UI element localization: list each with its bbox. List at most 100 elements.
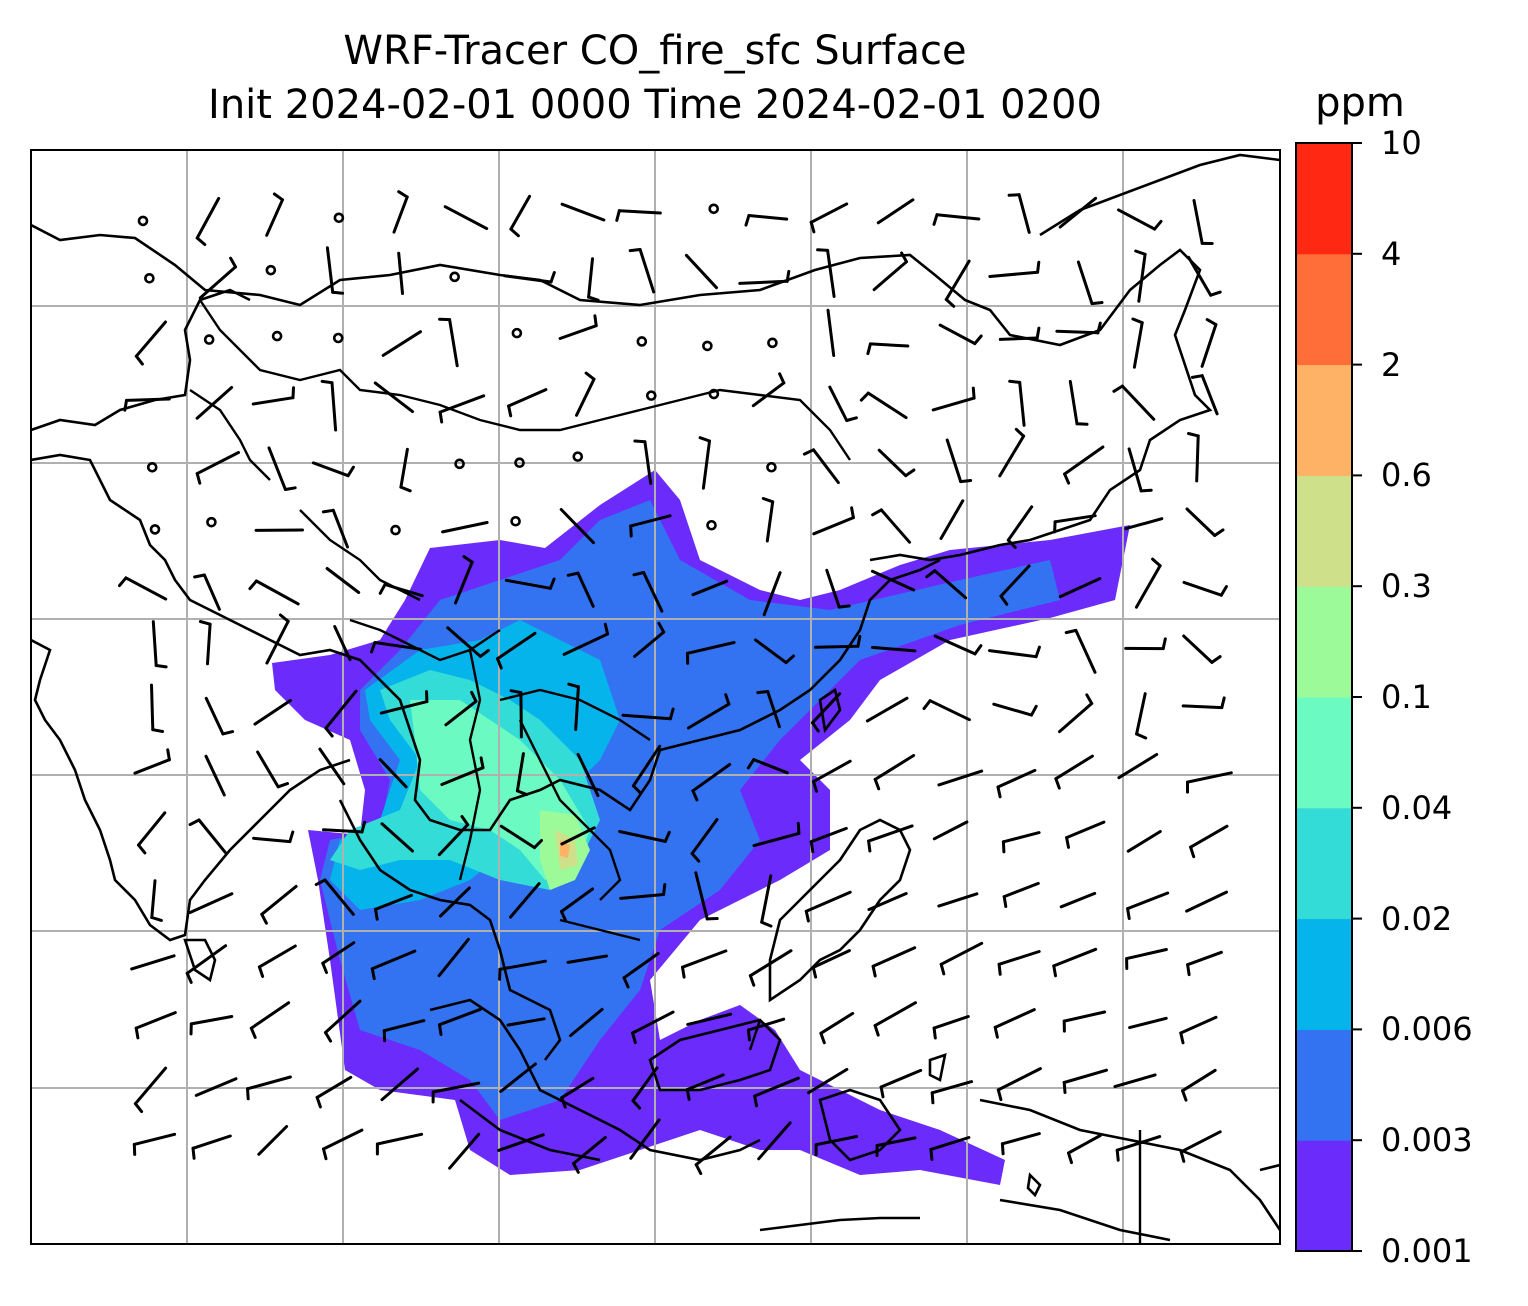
wind-barb-flag (1065, 836, 1070, 849)
wind-barb (1189, 824, 1229, 849)
wind-barb-flag (567, 682, 580, 689)
wind-barb (988, 649, 1038, 659)
wind-barb (496, 631, 537, 661)
wind-barb-flag (1062, 1081, 1067, 1094)
wind-barb (383, 583, 424, 598)
wind-barb-flag (321, 961, 328, 974)
wind-barb (325, 246, 335, 294)
wind-barb (1135, 692, 1147, 736)
wind-barb (939, 941, 984, 966)
calm-wind-circle (510, 515, 521, 527)
wind-barb-flag (360, 820, 367, 834)
colorbar-band (1296, 143, 1352, 255)
wind-barb (685, 1073, 725, 1091)
wind-barb-flag (593, 314, 598, 328)
wind-barb (437, 823, 470, 857)
wind-barb-flag (378, 583, 387, 595)
wind-barb-flag (724, 693, 731, 706)
wind-barb (870, 569, 916, 592)
wind-barb (324, 689, 358, 730)
wind-barb-flag (118, 576, 128, 588)
calm-wind-circle (146, 461, 158, 473)
wind-barb-flag (260, 912, 268, 925)
calm-wind-circles (137, 203, 778, 536)
wind-barb (686, 641, 736, 655)
wind-barb-flag (631, 1099, 642, 1110)
wind-barb-flag (1190, 374, 1204, 379)
wind-barb (933, 569, 968, 600)
wind-barb (515, 752, 525, 793)
wind-barb-flag (1186, 963, 1191, 977)
wind-barb (575, 377, 596, 417)
wind-barb (267, 446, 287, 491)
wind-barb-flag (572, 1162, 580, 1174)
wind-barb-flag (314, 878, 327, 887)
wind-barb-flag (470, 690, 478, 703)
wind-barb-flag (346, 465, 355, 478)
wind-barb (331, 508, 349, 549)
wind-barb-flag (939, 962, 946, 976)
wind-barb (150, 879, 157, 919)
wind-barb (1181, 1068, 1217, 1093)
wind-barb (738, 279, 789, 285)
colorbar-band (1296, 475, 1352, 587)
wind-barb-flag (1210, 655, 1222, 664)
colorbar-tick-label: 0.003 (1381, 1121, 1473, 1160)
wind-barb (811, 949, 851, 969)
wind-barb (992, 702, 1033, 717)
wind-barb-flag (856, 634, 862, 648)
wind-barb-flag (802, 448, 815, 456)
wind-barb (809, 202, 849, 224)
wind-barb (812, 448, 840, 485)
wind-barb (998, 434, 1026, 478)
wind-barb (868, 342, 910, 348)
wind-barb-flag (778, 372, 786, 385)
wind-barb (807, 1067, 849, 1095)
wind-barb-flag (1002, 895, 1008, 908)
wind-barb (1058, 702, 1094, 734)
wind-barb (622, 952, 660, 980)
calm-wind-circle (708, 388, 720, 400)
wind-barb-flag (748, 974, 756, 987)
calm-wind-circle (332, 332, 344, 344)
wind-barb (996, 1067, 1042, 1092)
wind-barb (191, 1134, 232, 1150)
wind-barb (130, 954, 176, 971)
wind-barb (257, 944, 297, 969)
wind-barbs (118, 190, 1233, 1176)
wind-barb (1000, 1132, 1041, 1146)
wind-barb (998, 336, 1039, 341)
wind-barb (804, 890, 852, 913)
wind-barb (322, 828, 364, 834)
wind-barb (438, 1007, 482, 1027)
wind-barb-flag (288, 830, 295, 844)
wind-barb (204, 754, 226, 797)
wind-barb (873, 754, 916, 781)
wind-barb (1185, 507, 1217, 537)
wind-barb-flag (971, 386, 976, 400)
wind-barb (506, 1017, 546, 1027)
wind-barb-flag (804, 909, 810, 923)
wind-barb (1063, 445, 1105, 476)
wind-barb (397, 251, 404, 295)
wind-barb (691, 579, 729, 597)
wind-barb (448, 1132, 481, 1170)
wind-barb (1059, 891, 1097, 909)
wind-barb-flag (1000, 1142, 1005, 1156)
wind-barb-flag (154, 664, 168, 669)
wind-barb (1065, 820, 1106, 840)
wind-barb (125, 397, 171, 402)
wind-barb-flag (137, 843, 147, 855)
colorbar-tick-label: 0.1 (1381, 678, 1432, 716)
wind-barb (251, 396, 295, 406)
wind-barb-flag (999, 594, 1009, 606)
wind-barb-flag (747, 1028, 751, 1042)
wind-barb-flag (1220, 696, 1226, 710)
wind-barb (681, 949, 728, 969)
wind-barb-flag (166, 748, 171, 762)
wind-barb (819, 1011, 855, 1035)
wind-barb-flag (1151, 557, 1162, 568)
wind-barb-flag (997, 962, 1002, 976)
wind-barb (198, 265, 237, 300)
